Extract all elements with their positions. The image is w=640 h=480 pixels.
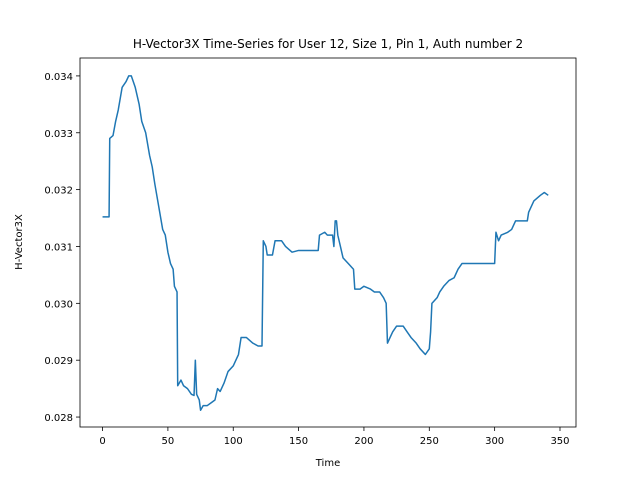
y-tick-label: 0.028 xyxy=(44,413,73,424)
y-tick-label: 0.033 xyxy=(44,129,73,140)
x-tick-label: 350 xyxy=(550,436,569,447)
x-tick-label: 0 xyxy=(99,436,105,447)
x-tick-label: 300 xyxy=(485,436,504,447)
chart-title: H-Vector3X Time-Series for User 12, Size… xyxy=(133,37,523,51)
x-tick-label: 200 xyxy=(354,436,373,447)
y-tick-label: 0.029 xyxy=(44,356,73,367)
y-tick-label: 0.030 xyxy=(44,299,73,310)
plot-frame xyxy=(79,57,577,428)
x-axis-label: Time xyxy=(315,458,340,469)
x-tick-label: 100 xyxy=(224,436,243,447)
y-axis-label: H-Vector3X xyxy=(14,214,25,270)
x-tick-label: 250 xyxy=(420,436,439,447)
y-tick-label: 0.032 xyxy=(44,186,73,197)
data-line xyxy=(102,75,549,411)
x-tick-label: 150 xyxy=(289,436,308,447)
x-tick-label: 50 xyxy=(162,436,175,447)
y-tick-label: 0.034 xyxy=(44,72,73,83)
y-tick-label: 0.031 xyxy=(44,242,73,253)
